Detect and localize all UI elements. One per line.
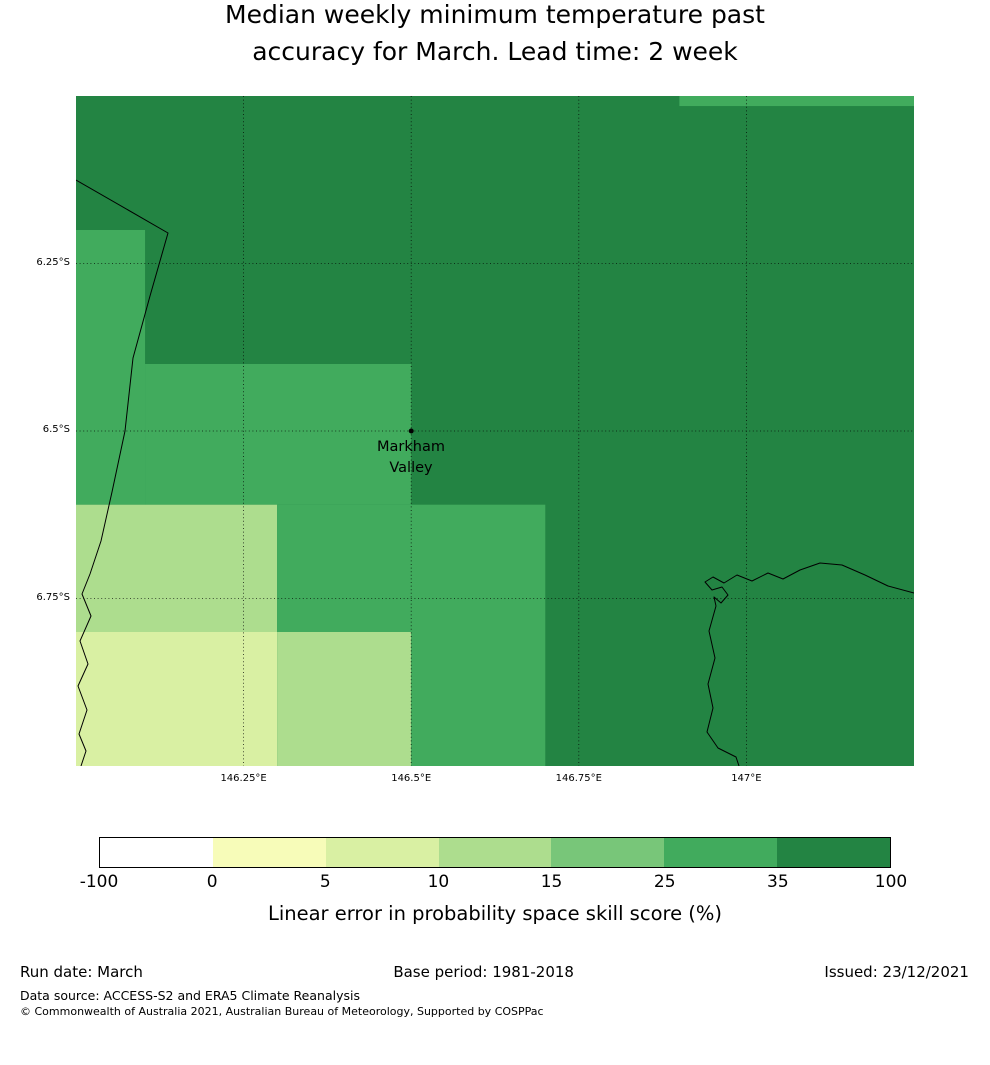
lat-tick-label: 6.5°S [42, 424, 70, 435]
lon-tick-label: 146.5°E [391, 773, 432, 784]
colorbar-tick-label: 35 [767, 872, 789, 892]
colorbar-tick-label: 100 [874, 872, 908, 892]
colorbar-tick-label: 0 [206, 872, 218, 892]
footer-row: Run date: March Base period: 1981-2018 I… [20, 963, 969, 981]
lat-tick-label: 6.75°S [36, 591, 70, 603]
colorbar-segment [438, 838, 552, 867]
map: Markham Valley [76, 96, 914, 766]
chart-title-line1: Median weekly minimum temperature past [225, 0, 765, 29]
lat-tick-label: 6.25°S [36, 256, 70, 268]
marker-dot [408, 428, 414, 434]
colorbar-segment [212, 838, 326, 867]
copyright-text: © Commonwealth of Australia 2021, Austra… [20, 1005, 544, 1018]
coastline [76, 179, 914, 766]
colorbar-tick-label: 25 [653, 872, 676, 892]
issued-text: Issued: 23/12/2021 [824, 963, 969, 981]
coastline-northwest [76, 179, 169, 766]
map-cell [76, 230, 146, 505]
map-cell [679, 96, 914, 107]
lon-tick-label: 146.25°E [220, 773, 267, 784]
lon-tick-label: 147°E [731, 773, 762, 784]
marker-label: Markham Valley [377, 437, 445, 479]
map-cell [76, 632, 278, 766]
colorbar-segment [100, 838, 213, 867]
map-cells [76, 96, 914, 766]
map-gridlines [76, 96, 914, 766]
coastline-southeast [704, 562, 914, 607]
colorbar-label: Linear error in probability space skill … [267, 902, 723, 925]
chart-title-line2: accuracy for March. Lead time: 2 week [252, 37, 738, 66]
base-period-text: Base period: 1981-2018 [393, 963, 574, 981]
colorbar-segment [325, 838, 439, 867]
lon-tick-label: 146.75°E [555, 773, 602, 784]
colorbar-tick-label: 15 [540, 872, 563, 892]
map-cell [277, 632, 412, 766]
map-canvas [76, 96, 914, 766]
marker-label-line1: Markham [377, 439, 445, 455]
colorbar-tick-label: 5 [319, 872, 331, 892]
colorbar-ticks: -100 0 5 10 15 25 35 100 [80, 872, 908, 896]
colorbar-tick-label: 10 [427, 872, 450, 892]
colorbar-segment [664, 838, 778, 867]
chart-title: Median weekly minimum temperature past a… [0, 0, 990, 70]
colorbar-tick-label: -100 [79, 872, 119, 892]
run-date-text: Run date: March [20, 963, 143, 981]
marker-label-line2: Valley [389, 460, 433, 476]
map-cell [76, 504, 278, 632]
map-cell [411, 632, 546, 766]
colorbar-segment [551, 838, 665, 867]
coastline-river [706, 605, 740, 766]
colorbar [99, 837, 891, 868]
data-source-text: Data source: ACCESS-S2 and ERA5 Climate … [20, 988, 360, 1003]
colorbar-segment [777, 838, 891, 867]
map-cell [145, 364, 412, 505]
